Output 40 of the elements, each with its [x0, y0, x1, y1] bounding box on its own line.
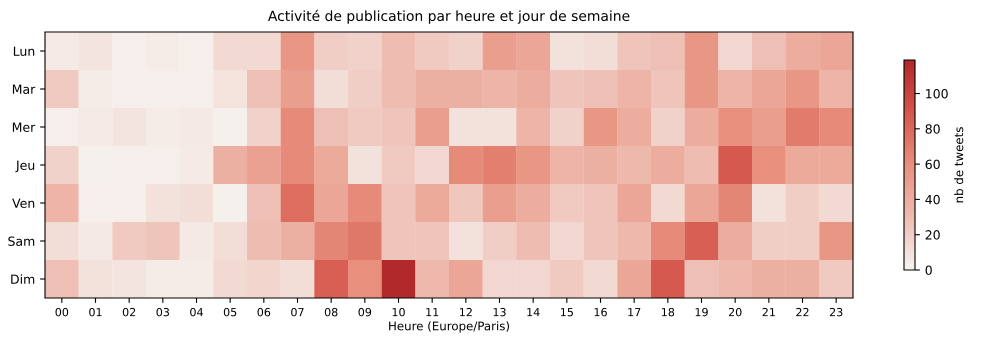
- x-tick-label: 11: [426, 308, 438, 316]
- x-tick-label: 00: [55, 308, 68, 316]
- x-tick-label: 23: [830, 308, 842, 316]
- y-tick-label: Mar: [12, 84, 36, 94]
- x-tick-label: 14: [527, 308, 540, 316]
- x-tick-label: 09: [358, 308, 372, 316]
- x-tick-label: 07: [291, 308, 304, 316]
- x-tick-label: 05: [224, 308, 236, 316]
- color-bar-label: 100: [926, 89, 948, 98]
- x-tick-label: 19: [696, 308, 708, 316]
- x-tick-label: 17: [628, 308, 640, 316]
- x-tick-label: 06: [257, 308, 270, 316]
- x-tick-label: 12: [460, 308, 472, 316]
- y-tick-label: Mer: [12, 122, 36, 132]
- color-bar-label: 40: [925, 194, 940, 204]
- x-axis-title: Heure (Europe/Paris): [389, 321, 509, 333]
- y-tick-label: Ven: [12, 198, 34, 208]
- y-tick-label: Lun: [14, 46, 34, 56]
- x-tick-label: 13: [494, 308, 506, 316]
- x-tick-label: 03: [156, 308, 170, 316]
- color-bar-label: 0: [926, 265, 932, 275]
- x-tick-label: 01: [89, 308, 102, 316]
- x-tick-label: 18: [662, 308, 674, 316]
- x-tick-label: 02: [122, 308, 136, 316]
- color-bar-title: nb de tweets: [954, 127, 964, 202]
- x-tick-label: 08: [324, 308, 338, 316]
- x-tick-label: 15: [560, 308, 573, 316]
- y-tick-label: Sam: [8, 236, 34, 246]
- color-bar-label: 60: [926, 160, 940, 170]
- y-tick-label: Jeu: [15, 160, 34, 172]
- y-tick-label: Dim: [11, 274, 34, 284]
- x-tick-label: 22: [796, 308, 808, 316]
- x-tick-label: 21: [762, 308, 775, 316]
- x-tick-label: 10: [392, 308, 405, 316]
- color-bar-label: 20: [926, 230, 940, 240]
- color-bar-label: 80: [926, 124, 940, 134]
- x-tick-label: 16: [594, 308, 607, 316]
- x-tick-label: 20: [728, 308, 742, 316]
- x-tick-label: 04: [190, 308, 203, 316]
- chart-title: Activité de publication par heure et jour de semaine: [268, 10, 630, 24]
